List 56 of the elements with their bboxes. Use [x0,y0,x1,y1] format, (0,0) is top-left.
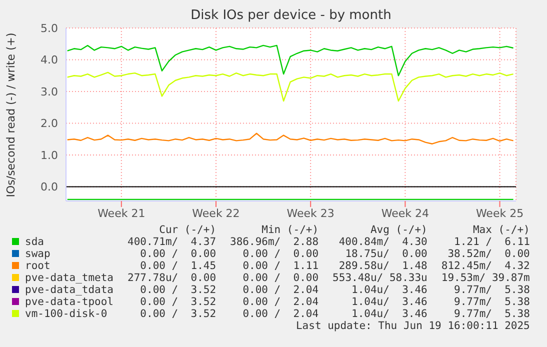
legend-label: pve-data_tdata [25,284,114,296]
text: 0.00 / 3.52 [139,308,216,320]
text: 0.00 / 2.04 [242,308,319,320]
x-tick-label: Week 25 [476,206,524,220]
y-tick-label: 3.0 [40,85,58,98]
text: 0.00 / 1.11 [242,260,319,272]
legend-label: sda [25,236,45,248]
text: Max (-/+) [472,224,530,236]
text: Avg (-/+) [369,224,428,236]
text: Min (-/+) [260,224,319,236]
text: 400.71m/ 4.37 [126,236,216,248]
x-tick-label: Week 23 [286,206,334,220]
text: 0.00 / 0.00 [242,272,319,284]
y-axis-title: IOs/second read (-) / write (+) [4,32,18,198]
y-tick-label: 2.0 [40,117,58,130]
text: 553.48u/ 58.33u [332,272,428,284]
text: Cur (-/+) [158,224,216,236]
text: 38.52m/ 0.00 [446,248,530,260]
text: 1.04u/ 3.46 [350,296,428,308]
y-tick-label: 0.0 [40,180,58,194]
text: 400.84m/ 4.30 [338,236,428,248]
line-series [66,132,514,144]
line-series [66,44,514,76]
chart-title: Disk IOs per device - by month [190,8,392,23]
legend-label: vm-100-disk-0 [25,308,108,320]
y-tick-label: 5.0 [40,22,58,35]
text: 19.53m/ 39.87m [440,272,530,284]
text: 0.00 / 3.52 [139,296,216,308]
text: 386.96m/ 2.88 [229,236,319,248]
x-tick-label: Week 24 [381,206,430,220]
legend-label: swap [25,248,52,260]
text: 0.00 / 0.00 [242,248,319,260]
text: 9.77m/ 5.38 [453,296,530,308]
text: 1.04u/ 3.46 [350,308,428,320]
line-series [66,72,514,102]
text: 18.75u/ 0.00 [344,248,428,260]
legend-label: root [25,260,52,272]
text: 0.00 / 3.52 [139,284,216,296]
y-tick-label: 4.0 [40,54,58,67]
text: 0.00 / 1.45 [139,260,216,272]
legend-label: pve-data_tmeta [25,272,114,284]
text: 9.77m/ 5.38 [453,284,530,296]
x-tick-label: Week 21 [98,206,146,220]
legend-label: pve-data-tpool [25,296,114,308]
y-tick-label: 1.0 [40,148,58,162]
text: 0.00 / 0.00 [139,248,216,260]
text: 277.78u/ 0.00 [126,272,216,284]
x-tick-label: Week 22 [192,206,240,220]
text: 289.58u/ 1.48 [338,260,428,272]
text: 0.00 / 2.04 [242,284,319,296]
text: 9.77m/ 5.38 [453,308,530,320]
text: 1.21 / 6.11 [453,236,530,248]
text: 812.45m/ 4.32 [440,260,530,272]
text: 1.04u/ 3.46 [350,284,428,296]
text: Last update: Thu Jun 19 16:00:11 2025 [294,320,530,332]
text: 0.00 / 2.04 [242,296,319,308]
